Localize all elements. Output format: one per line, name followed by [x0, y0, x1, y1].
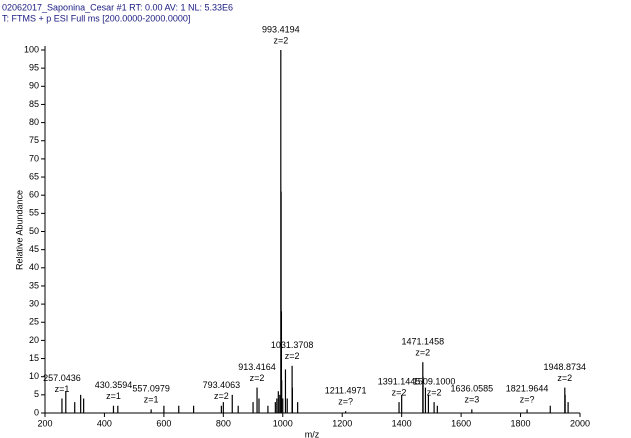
peak-label: 1509.1000 — [413, 376, 456, 386]
y-tick-label: 25 — [29, 317, 39, 327]
peak-label: 1031.3708 — [271, 340, 314, 350]
y-tick-label: 45 — [29, 244, 39, 254]
x-tick-label: 1400 — [392, 418, 412, 428]
y-tick-label: 80 — [29, 117, 39, 127]
peak-charge: z=1 — [106, 391, 121, 401]
y-tick-label: 30 — [29, 298, 39, 308]
peak-charge: z=? — [338, 397, 353, 407]
x-tick-label: 200 — [37, 418, 52, 428]
peak-label: 257.0436 — [43, 373, 81, 383]
peak-charge: z=1 — [144, 395, 159, 405]
header-line: 02062017_Saponina_Cesar #1 RT: 0.00 AV: … — [2, 2, 233, 12]
peak-charge: z=2 — [214, 391, 229, 401]
peak-charge: z=2 — [250, 373, 265, 383]
y-axis-label: Relative Abundance — [14, 190, 24, 270]
y-tick-label: 40 — [29, 262, 39, 272]
x-tick-label: 800 — [216, 418, 231, 428]
peak-label: 1821.9644 — [506, 384, 549, 394]
y-tick-label: 0 — [34, 407, 39, 417]
y-tick-label: 15 — [29, 353, 39, 363]
peak-charge: z=2 — [285, 351, 300, 361]
x-tick-label: 1800 — [511, 418, 531, 428]
x-tick-label: 600 — [156, 418, 171, 428]
peak-charge: z=3 — [464, 395, 479, 405]
peak-label: 1391.1445 — [378, 376, 421, 386]
y-tick-label: 95 — [29, 63, 39, 73]
y-tick-label: 90 — [29, 81, 39, 91]
peak-label: 1471.1458 — [402, 337, 445, 347]
y-tick-label: 65 — [29, 171, 39, 181]
y-tick-label: 35 — [29, 280, 39, 290]
peak-label: 1636.0585 — [451, 384, 494, 394]
peak-charge: z=1 — [55, 384, 70, 394]
y-tick-label: 20 — [29, 335, 39, 345]
y-tick-label: 75 — [29, 135, 39, 145]
header-line: T: FTMS + p ESI Full ms [200.0000-2000.0… — [2, 13, 190, 23]
x-tick-label: 1600 — [451, 418, 471, 428]
y-tick-label: 100 — [24, 44, 39, 54]
peak-label: 430.3594 — [95, 380, 133, 390]
peak-label: 557.0979 — [132, 384, 170, 394]
peak-charge: z=2 — [415, 348, 430, 358]
x-tick-label: 400 — [97, 418, 112, 428]
x-tick-label: 2000 — [570, 418, 590, 428]
peak-label: 793.4063 — [203, 380, 241, 390]
peak-label: 1211.4971 — [325, 386, 367, 396]
y-tick-label: 60 — [29, 190, 39, 200]
peak-charge: z=? — [520, 395, 535, 405]
peak-charge: z=2 — [392, 387, 407, 397]
y-tick-label: 10 — [29, 371, 39, 381]
peak-label: 913.4164 — [238, 362, 276, 372]
peak-label: 1948.8734 — [544, 362, 587, 372]
peak-charge: z=2 — [427, 387, 442, 397]
peak-charge: z=2 — [273, 35, 288, 45]
x-axis-label: m/z — [305, 429, 320, 438]
y-tick-label: 70 — [29, 153, 39, 163]
y-tick-label: 5 — [34, 389, 39, 399]
peak-charge: z=2 — [557, 373, 572, 383]
y-tick-label: 50 — [29, 226, 39, 236]
peak-label: 993.4194 — [262, 24, 300, 34]
y-tick-label: 85 — [29, 99, 39, 109]
x-tick-label: 1200 — [332, 418, 352, 428]
x-tick-label: 1000 — [273, 418, 293, 428]
y-tick-label: 55 — [29, 208, 39, 218]
